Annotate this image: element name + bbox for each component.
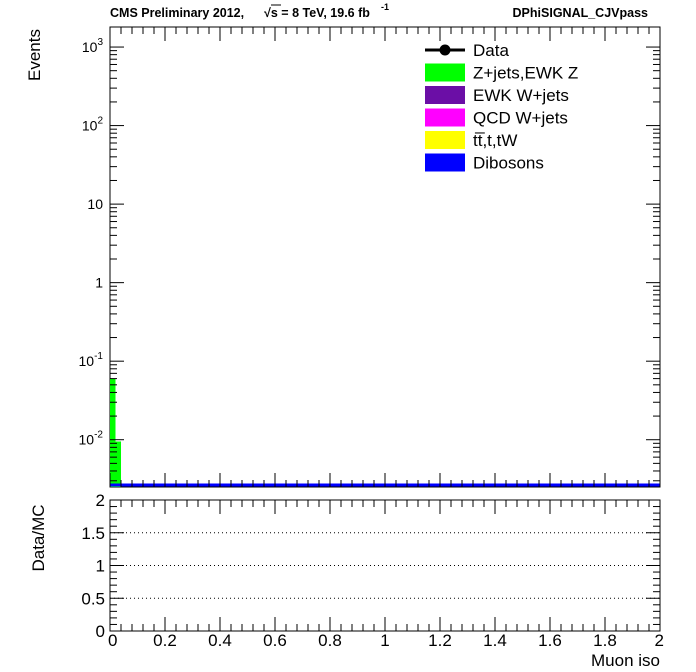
- ratio-plot: 0 0.5 1 1.5 2 0 0.2 0.4 0.6 0.8 1 1.2 1.4 1.6 1.8 2 Da…: [29, 491, 664, 670]
- x-tick-label-6: 1.2: [428, 631, 452, 650]
- legend-label-5: Dibosons: [473, 154, 544, 173]
- y-tick-base: 10: [79, 432, 95, 448]
- y-tick-base: 10: [79, 353, 95, 369]
- ratio-y-tick-label-3: 1.5: [81, 524, 105, 543]
- ratio-x-ticks: 0 0.2 0.4 0.6 0.8 1 1.2 1.4 1.6 1.8 2: [108, 500, 664, 650]
- y-tick-base: 10: [82, 39, 98, 55]
- ratio-y-axis-label: Data/MC: [29, 504, 48, 571]
- y-tick-base: 1: [95, 275, 103, 291]
- ratio-y-tick-label-4: 2: [96, 491, 105, 510]
- x-axis-label: Muon iso: [591, 651, 660, 670]
- legend-swatch-4: [425, 131, 465, 149]
- y-tick-exponent: -2: [94, 430, 103, 441]
- x-tick-label-5: 1: [380, 631, 389, 650]
- legend-label-1: Z+jets,EWK Z: [473, 64, 578, 83]
- legend: Data Z+jets,EWK Z EWK W+jets QCD W+jets tt̅,…: [425, 41, 578, 173]
- legend-label-2: EWK W+jets: [473, 86, 569, 105]
- header-lumi-exponent: -1: [381, 2, 389, 12]
- y-tick-label-1: 10-1: [79, 351, 104, 369]
- legend-swatch-3: [425, 108, 465, 127]
- legend-label-0: Data: [473, 41, 509, 60]
- header-energy: √s = 8 TeV, 19.6 fb: [264, 6, 370, 20]
- x-tick-label-8: 1.6: [538, 631, 562, 650]
- header-sqrt-s: s: [271, 6, 278, 20]
- header-energy-lumi: = 8 TeV, 19.6 fb: [278, 6, 370, 20]
- x-tick-label-0: 0: [108, 631, 117, 650]
- y-tick-label-5: 103: [82, 37, 104, 55]
- bar-0-0: [110, 378, 116, 487]
- y-tick-label-2: 1: [95, 275, 103, 291]
- legend-label-3: QCD W+jets: [473, 109, 568, 128]
- y-tick-base: 10: [87, 196, 103, 212]
- header-right: DPhiSIGNAL_CJVpass: [513, 6, 649, 20]
- main-x-ticks: [109, 27, 661, 487]
- y-tick-label-0: 10-2: [79, 430, 104, 448]
- bar-0-1: [115, 441, 121, 487]
- legend-label-4: tt̅,t,tW: [473, 131, 517, 150]
- y-tick-base: 10: [82, 118, 98, 134]
- x-tick-label-7: 1.4: [483, 631, 507, 650]
- ratio-y-tick-label-2: 1: [96, 557, 105, 576]
- ratio-y-tick-label-0: 0: [96, 622, 105, 641]
- x-tick-label-10: 2: [655, 631, 664, 650]
- legend-swatch-1: [425, 63, 465, 82]
- ratio-dotted-lines: [110, 532, 660, 599]
- y-tick-label-3: 10: [87, 196, 103, 212]
- header-prefix: CMS Preliminary 2012,: [110, 6, 244, 20]
- ratio-y-tick-label-1: 0.5: [81, 589, 105, 608]
- header-left: CMS Preliminary 2012,: [110, 6, 244, 20]
- legend-data-marker: [439, 44, 451, 56]
- ratio-y-ticks: 0 0.5 1 1.5 2: [81, 491, 660, 641]
- main-y-axis-label: Events: [25, 29, 44, 81]
- legend-swatch-5: [425, 153, 465, 172]
- y-tick-exponent: 3: [97, 37, 103, 48]
- x-tick-label-2: 0.4: [208, 631, 232, 650]
- ratio-frame: [109, 499, 661, 632]
- x-tick-label-3: 0.6: [263, 631, 287, 650]
- x-tick-label-4: 0.8: [318, 631, 342, 650]
- main-frame: [109, 26, 661, 488]
- y-tick-exponent: -1: [94, 351, 103, 362]
- y-tick-exponent: 2: [97, 116, 103, 127]
- x-tick-label-1: 0.2: [153, 631, 177, 650]
- legend-swatch-2: [425, 86, 465, 104]
- x-tick-label-9: 1.8: [593, 631, 617, 650]
- main-bars: [110, 378, 660, 487]
- y-tick-label-4: 102: [82, 116, 104, 134]
